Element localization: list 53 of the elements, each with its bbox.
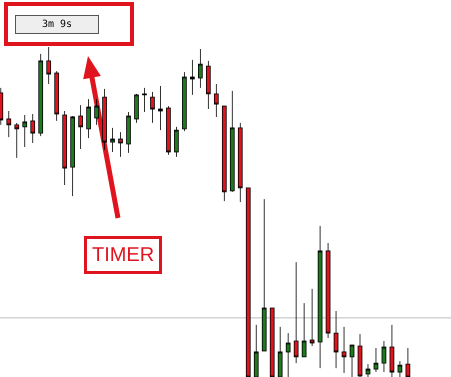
candlestick [182, 72, 187, 132]
candlestick [318, 225, 322, 368]
candlestick [54, 70, 60, 122]
candlestick [302, 302, 306, 358]
candlestick [326, 242, 330, 338]
candlestick [126, 112, 131, 154]
candlestick [278, 326, 283, 377]
candlestick [246, 188, 251, 377]
candlestick [14, 122, 20, 158]
candlestick [286, 332, 291, 377]
text: 3m 9s [42, 19, 72, 30]
candlestick [334, 310, 338, 368]
candlestick [158, 86, 163, 131]
candlestick [238, 122, 243, 202]
candlestick [150, 91, 155, 124]
candlestick [102, 88, 107, 150]
candlestick [230, 90, 235, 192]
candlestick [262, 198, 267, 352]
candlestick [310, 288, 314, 346]
candlestick [110, 127, 115, 152]
candlestick [342, 326, 346, 374]
candlestick [350, 344, 354, 377]
candlestick [366, 364, 370, 377]
candlestick [86, 98, 91, 138]
candlestick [38, 54, 44, 136]
candlestick [62, 110, 68, 186]
candlestick [142, 88, 147, 112]
candlestick [190, 59, 195, 96]
candlestick [30, 114, 36, 144]
candlestick [294, 262, 298, 364]
annotation: TIMER [92, 244, 154, 266]
candlestick [174, 126, 179, 158]
candlestick [22, 114, 28, 148]
candlestick [134, 93, 139, 124]
candlestick [254, 324, 259, 377]
candlestick [94, 98, 99, 126]
candlestick [6, 110, 12, 138]
candlestick [374, 348, 378, 372]
candlestick [166, 106, 171, 156]
candlestick [382, 340, 386, 372]
candlestick [222, 106, 227, 202]
candlestick [398, 360, 402, 377]
candlestick [78, 104, 83, 150]
candlestick [206, 60, 211, 110]
candlestick [270, 308, 275, 377]
candlestick [46, 46, 52, 84]
candlestick [70, 116, 75, 197]
candlestick [198, 48, 203, 88]
candlestick [390, 324, 394, 377]
candlestick [358, 334, 362, 377]
candlestick [118, 132, 123, 158]
candlestick [406, 348, 410, 377]
candlestick [214, 84, 219, 118]
